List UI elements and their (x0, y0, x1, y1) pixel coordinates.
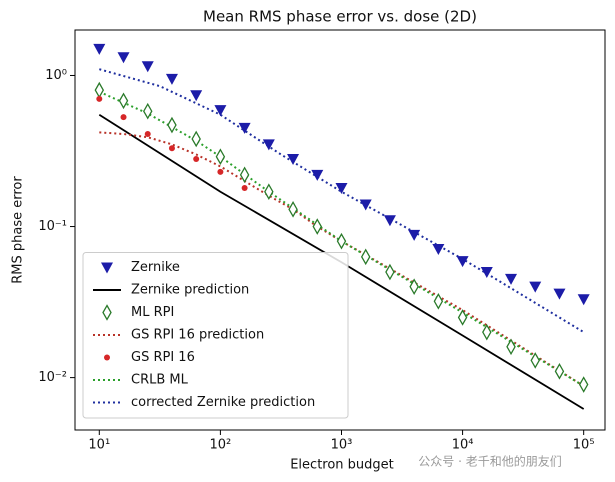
point (118, 92, 129, 110)
legend-label: corrected Zernike prediction (131, 395, 315, 410)
y-tick-label: 10⁻¹ (38, 219, 67, 234)
x-axis-label: Electron budget (290, 458, 394, 473)
point (167, 116, 177, 134)
point (288, 201, 298, 218)
x-tick-label: 10² (210, 438, 232, 453)
point (359, 199, 372, 211)
legend-swatch (101, 262, 113, 274)
point (239, 166, 250, 184)
x-tick-label: 10³ (331, 438, 353, 453)
point (335, 182, 348, 194)
y-tick-label: 10⁰ (45, 68, 67, 83)
legend-label: Zernike prediction (131, 283, 249, 298)
point (142, 102, 153, 120)
x-tick-label: 10¹ (88, 438, 110, 453)
point (529, 281, 542, 293)
y-tick-label: 10⁻² (38, 370, 67, 385)
point (409, 278, 419, 295)
point (457, 309, 468, 326)
point (94, 81, 105, 99)
point (214, 105, 227, 117)
point (456, 256, 469, 268)
point (168, 145, 175, 152)
watermark: 公众号 · 老千和他的朋友们 (418, 454, 561, 469)
point (141, 61, 154, 73)
point (238, 122, 251, 134)
point (117, 52, 130, 64)
point (144, 130, 151, 137)
point (553, 288, 566, 300)
x-tick-label: 10⁵ (573, 438, 595, 453)
y-axis-label: RMS phase error (11, 176, 26, 284)
x-tick-label: 10⁴ (452, 438, 474, 453)
legend-label: Zernike (131, 260, 180, 275)
point (482, 323, 492, 341)
point (506, 338, 516, 356)
point (360, 248, 371, 266)
legend-label: ML RPI (131, 305, 174, 320)
point (530, 352, 540, 369)
point (432, 244, 445, 256)
legend-box (82, 252, 349, 419)
point (577, 294, 590, 306)
chart-title: Mean RMS phase error vs. dose (2D) (203, 8, 477, 26)
point (264, 183, 274, 201)
point (215, 148, 226, 166)
point (480, 267, 493, 279)
point (120, 114, 127, 121)
point (505, 273, 518, 285)
point (191, 130, 201, 148)
legend-label: CRLB ML (131, 373, 189, 388)
point (385, 263, 395, 281)
point (408, 229, 421, 241)
point (311, 169, 324, 181)
point (383, 215, 396, 227)
point (287, 153, 300, 165)
legend-label: GS RPI 16 (131, 350, 195, 365)
point (193, 155, 200, 162)
point (262, 139, 275, 151)
point (93, 43, 106, 55)
point (433, 292, 444, 310)
point (241, 184, 248, 191)
plot-frame (74, 29, 606, 431)
point (578, 376, 589, 393)
legend-label: GS RPI 16 prediction (131, 328, 264, 343)
point (96, 95, 103, 102)
point (217, 168, 224, 175)
point (336, 232, 347, 250)
point (554, 363, 565, 380)
legend-swatch (102, 304, 112, 321)
point (190, 90, 203, 102)
point (165, 73, 178, 85)
point (312, 218, 323, 235)
legend-swatch (104, 354, 110, 361)
